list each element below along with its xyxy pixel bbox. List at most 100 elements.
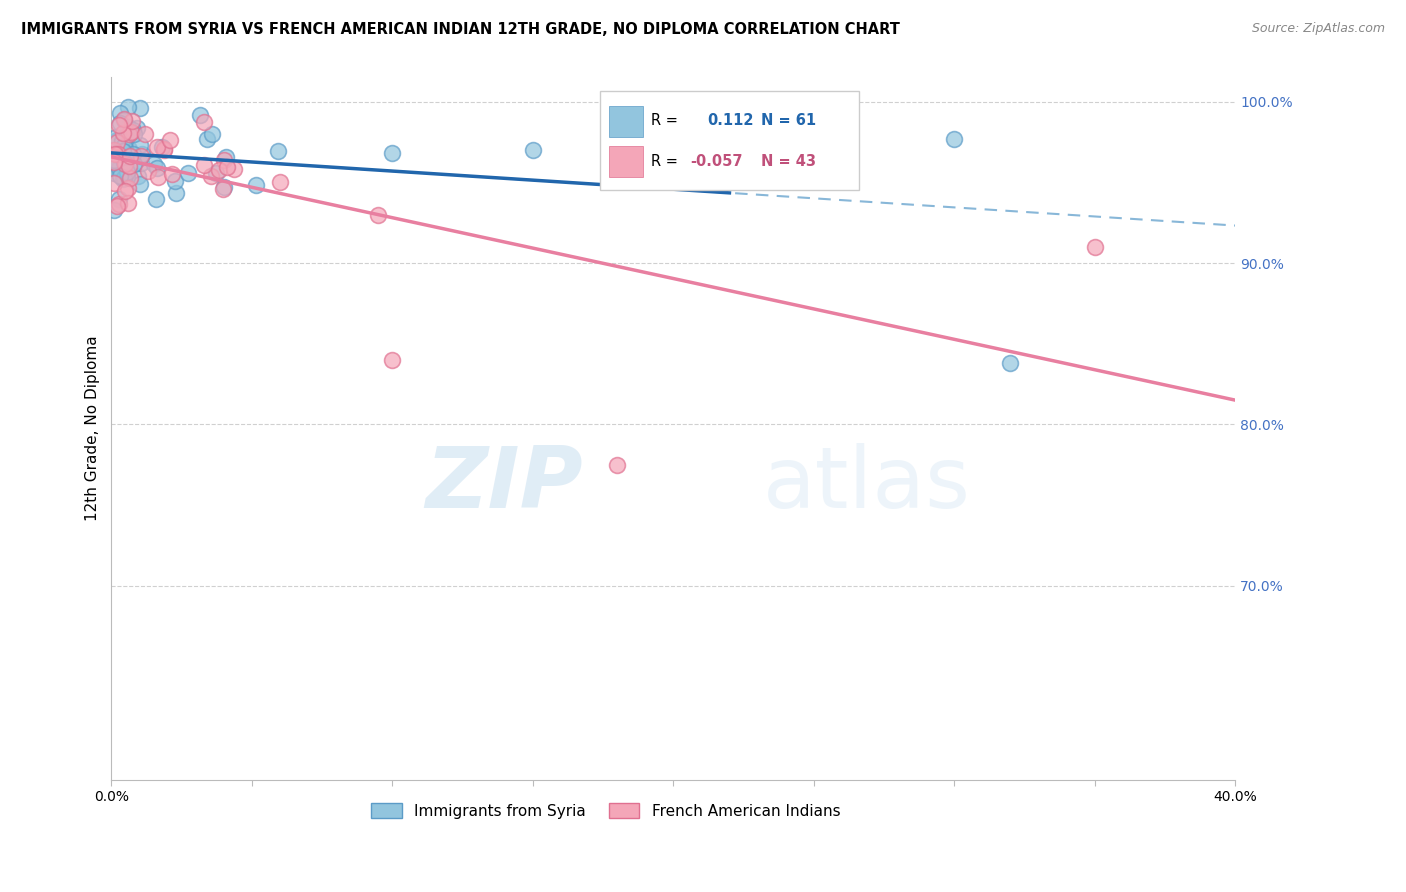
Point bbox=[152, 142, 174, 156]
Point bbox=[160, 167, 183, 181]
Point bbox=[111, 126, 134, 140]
Point bbox=[103, 153, 125, 167]
Point bbox=[943, 132, 966, 146]
Point bbox=[381, 352, 404, 367]
Text: IMMIGRANTS FROM SYRIA VS FRENCH AMERICAN INDIAN 12TH GRADE, NO DIPLOMA CORRELATI: IMMIGRANTS FROM SYRIA VS FRENCH AMERICAN… bbox=[21, 22, 900, 37]
Point bbox=[200, 169, 222, 184]
Point bbox=[117, 120, 139, 135]
Point bbox=[105, 132, 128, 146]
Point bbox=[267, 144, 290, 158]
Point bbox=[112, 148, 135, 162]
Point bbox=[245, 178, 267, 192]
Point bbox=[205, 166, 228, 180]
Point bbox=[115, 164, 138, 178]
Point bbox=[138, 164, 160, 178]
Point bbox=[217, 161, 239, 175]
Point bbox=[193, 114, 215, 128]
Bar bbox=[600, 92, 859, 190]
Point bbox=[129, 178, 152, 192]
Point bbox=[153, 143, 176, 157]
Point bbox=[105, 135, 128, 149]
Text: R =: R = bbox=[651, 154, 678, 169]
Point bbox=[103, 176, 125, 190]
Point bbox=[150, 140, 173, 154]
Point bbox=[117, 195, 139, 210]
Point bbox=[118, 142, 141, 156]
Point bbox=[112, 169, 135, 183]
Point bbox=[129, 156, 152, 170]
Point bbox=[108, 193, 131, 207]
Point bbox=[145, 140, 167, 154]
Point bbox=[122, 157, 145, 171]
Text: Source: ZipAtlas.com: Source: ZipAtlas.com bbox=[1251, 22, 1385, 36]
Point bbox=[103, 203, 125, 218]
Point bbox=[110, 148, 132, 162]
Point bbox=[176, 166, 198, 180]
Point bbox=[121, 113, 143, 128]
Point bbox=[105, 155, 128, 169]
Point bbox=[112, 112, 135, 126]
Y-axis label: 12th Grade, No Diploma: 12th Grade, No Diploma bbox=[86, 335, 100, 521]
Point bbox=[367, 208, 389, 222]
Point bbox=[103, 154, 125, 169]
Point bbox=[269, 175, 291, 189]
Point bbox=[112, 112, 135, 127]
Point bbox=[108, 169, 131, 183]
Point bbox=[117, 100, 139, 114]
Point bbox=[108, 161, 131, 176]
Point bbox=[381, 146, 404, 161]
Point bbox=[1084, 240, 1107, 254]
Legend: Immigrants from Syria, French American Indians: Immigrants from Syria, French American I… bbox=[366, 797, 846, 824]
Point bbox=[134, 127, 156, 141]
Text: R =: R = bbox=[651, 113, 678, 128]
Point bbox=[193, 158, 215, 172]
Point bbox=[103, 144, 125, 158]
Point bbox=[104, 145, 127, 159]
Point bbox=[146, 169, 169, 184]
Point bbox=[159, 133, 181, 147]
Point bbox=[165, 186, 187, 200]
Point bbox=[143, 157, 166, 171]
Point bbox=[112, 144, 135, 158]
Point bbox=[222, 162, 245, 177]
Point bbox=[127, 169, 149, 183]
Point bbox=[115, 128, 138, 143]
Text: -0.057: -0.057 bbox=[690, 154, 742, 169]
Point bbox=[118, 159, 141, 173]
Point bbox=[522, 143, 544, 157]
Point bbox=[112, 171, 135, 186]
Point bbox=[127, 121, 149, 136]
Point bbox=[114, 157, 136, 171]
Point bbox=[108, 197, 131, 211]
Point bbox=[120, 170, 142, 185]
Point bbox=[115, 170, 138, 185]
Point bbox=[163, 174, 186, 188]
Text: N = 61: N = 61 bbox=[761, 113, 815, 128]
Point bbox=[111, 140, 134, 154]
Point bbox=[212, 179, 235, 194]
Point bbox=[122, 127, 145, 141]
Point bbox=[212, 182, 235, 196]
Point bbox=[120, 149, 142, 163]
Point bbox=[188, 107, 211, 121]
Point bbox=[121, 123, 143, 137]
Point bbox=[104, 130, 127, 145]
Point bbox=[107, 147, 129, 161]
Point bbox=[112, 138, 135, 153]
Point bbox=[108, 106, 131, 120]
Point bbox=[110, 134, 132, 148]
Text: atlas: atlas bbox=[763, 443, 972, 526]
Point bbox=[1000, 356, 1022, 370]
Point bbox=[108, 118, 131, 132]
Point bbox=[129, 138, 152, 153]
Point bbox=[129, 101, 152, 115]
Point bbox=[122, 146, 145, 161]
Point bbox=[131, 147, 153, 161]
Bar bbox=[609, 105, 643, 137]
Point bbox=[201, 127, 224, 141]
Text: 0.112: 0.112 bbox=[707, 113, 754, 128]
Point bbox=[662, 140, 685, 154]
Point bbox=[214, 150, 236, 164]
Point bbox=[129, 149, 152, 163]
Point bbox=[118, 127, 141, 141]
